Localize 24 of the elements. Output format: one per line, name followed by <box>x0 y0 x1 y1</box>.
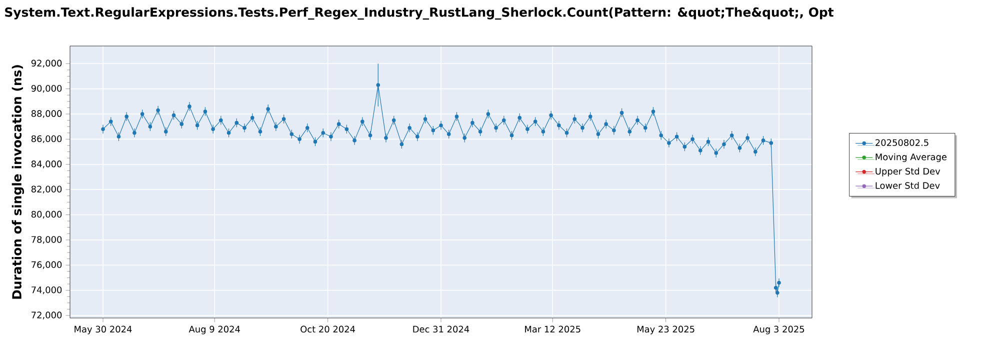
chart-title: System.Text.RegularExpressions.Tests.Perf_Regex_Industry_RustLang_Sherlock.Count(Pattern: &quot;The&quot;, Opt <box>5 7 834 20</box>
y-axis-title: Duration of single invocation (ns) <box>12 65 24 299</box>
y-tick-label: 86,000 <box>31 135 62 144</box>
x-tick-label: May 23 2025 <box>637 326 694 334</box>
y-tick-label: 80,000 <box>31 210 62 219</box>
x-tick-label: Mar 12 2025 <box>525 326 580 333</box>
x-tick-label: Aug 3 2025 <box>753 326 804 334</box>
y-tick-label: 78,000 <box>32 236 62 244</box>
y-tick-label: 76,000 <box>32 261 62 269</box>
x-tick-label: Aug 9 2024 <box>188 326 240 334</box>
y-tick-label: 92,000 <box>31 60 62 68</box>
legend-label: Moving Average <box>876 153 947 162</box>
y-tick-label: 84,000 <box>31 160 62 168</box>
y-tick-label: 88,000 <box>31 110 62 118</box>
legend-label: Lower Std Dev <box>876 182 940 189</box>
y-tick-label: 72,000 <box>32 312 62 320</box>
y-tick-label: 82,000 <box>31 186 62 194</box>
y-tick-label: 74,000 <box>32 286 62 294</box>
x-tick-label: Dec 31 2024 <box>413 326 470 333</box>
legend-label: Upper Std Dev <box>876 168 940 176</box>
x-tick-label: May 30 2024 <box>74 326 132 334</box>
y-tick-label: 90,000 <box>31 84 62 93</box>
legend-label: 20250802.5 <box>876 139 928 146</box>
x-tick-label: Oct 20 2024 <box>300 326 356 333</box>
